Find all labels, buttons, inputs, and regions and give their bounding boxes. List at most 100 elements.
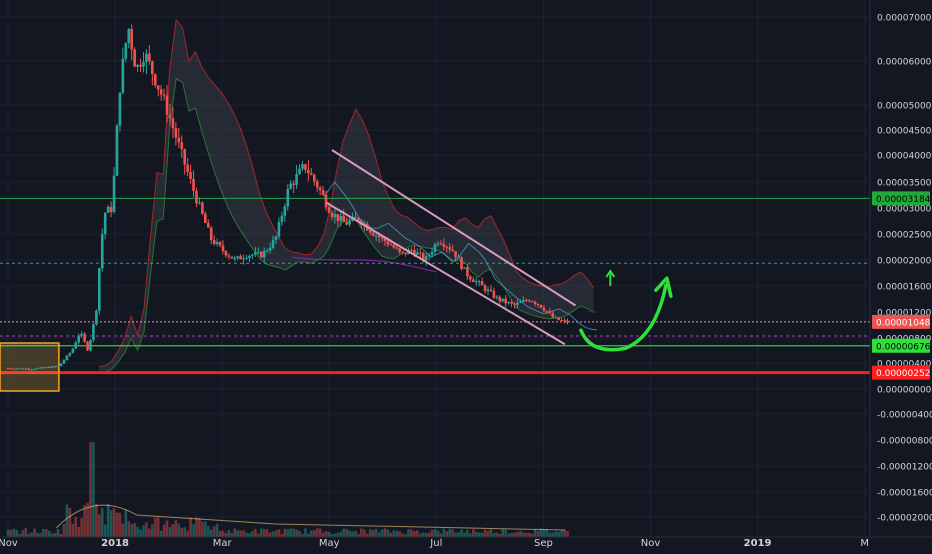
candle-body xyxy=(566,320,569,323)
volume-bar xyxy=(460,529,463,537)
volume-bar xyxy=(289,528,293,537)
y-tick-label: 0.00004000 xyxy=(877,152,932,162)
y-tick-label: 0.00001600 xyxy=(877,283,932,293)
candle-body xyxy=(168,114,172,119)
candle-body xyxy=(504,298,507,304)
candle-body xyxy=(239,256,242,260)
volume-bar xyxy=(53,533,57,537)
volume-bar xyxy=(224,533,228,537)
candle-body xyxy=(24,368,27,370)
curved-arrow xyxy=(579,283,668,352)
volume-bar xyxy=(151,524,154,537)
volume-bar xyxy=(133,523,136,537)
volume-bar xyxy=(227,530,231,537)
volume-bar xyxy=(212,526,216,537)
volume-bar xyxy=(389,532,393,537)
x-tick-label: May xyxy=(319,538,340,549)
candle-body xyxy=(109,206,113,212)
volume-bar xyxy=(83,505,86,537)
volume-bar xyxy=(557,532,560,537)
candle-body xyxy=(21,368,25,370)
candle-body xyxy=(416,252,419,255)
candle-body xyxy=(427,254,431,257)
price-channel xyxy=(326,149,577,346)
x-axis[interactable]: Nov 2018 Mar May Jul Sep Nov 2019 M xyxy=(0,536,932,549)
volume-bar xyxy=(80,518,83,537)
x-tick-label: Mar xyxy=(213,538,233,549)
candle-body xyxy=(92,324,95,341)
volume-bar xyxy=(368,529,372,537)
candle-body xyxy=(324,194,328,208)
candle-body xyxy=(304,164,307,170)
volume-bar xyxy=(398,531,401,537)
candle-body xyxy=(516,302,519,305)
volume-bar xyxy=(413,531,416,537)
volume-bar xyxy=(68,507,72,537)
candle-body xyxy=(186,164,189,173)
candle-body xyxy=(257,251,260,253)
volume-bar xyxy=(12,528,16,537)
volume-bar xyxy=(492,533,496,537)
volume-bar xyxy=(56,529,60,537)
candle-body xyxy=(98,268,101,311)
y-tick-label: 0.00007000 xyxy=(877,14,932,24)
candle-body xyxy=(401,251,404,253)
volume-bar xyxy=(513,532,516,537)
candle-body xyxy=(236,256,240,259)
volume-bar xyxy=(27,533,30,537)
volume-bar xyxy=(542,529,546,537)
y-tick-label: 0.00004500 xyxy=(877,127,932,137)
candle-body xyxy=(62,360,66,364)
volume-bar xyxy=(416,530,419,537)
cloud-span-a xyxy=(98,18,595,368)
volume-bar xyxy=(439,533,443,537)
candle-body xyxy=(206,222,210,228)
candle-body xyxy=(466,267,469,277)
candle-body xyxy=(254,252,257,255)
grid xyxy=(0,0,870,537)
candle-body xyxy=(524,300,528,302)
volume-bar xyxy=(495,532,499,537)
candle-body xyxy=(463,267,466,269)
annotations xyxy=(579,269,673,352)
volume-bar xyxy=(336,532,340,537)
candle-body xyxy=(460,257,463,269)
price-badge-major_support xyxy=(872,365,930,380)
candle-body xyxy=(548,311,552,314)
candle-body xyxy=(6,368,10,370)
candle-body xyxy=(268,247,272,251)
volume-bar xyxy=(145,522,148,537)
candle-body xyxy=(483,285,487,292)
candle-body xyxy=(377,235,381,238)
candle-body xyxy=(153,74,157,86)
volume-bar xyxy=(186,530,189,537)
volume-bar xyxy=(177,523,181,537)
y-tick-label: 0.00002500 xyxy=(877,231,932,241)
channel-line-upper xyxy=(331,149,577,307)
candle-body xyxy=(201,202,204,214)
volume-bar xyxy=(201,521,204,537)
volume-bar xyxy=(445,531,449,537)
candle-body xyxy=(12,368,16,370)
candle-body xyxy=(171,118,175,129)
y-tick-label: 0.00002000 xyxy=(877,257,932,267)
candle-body xyxy=(277,221,281,237)
volume-bar xyxy=(451,529,454,537)
candle-body xyxy=(492,290,496,298)
volume-bar xyxy=(77,526,81,537)
candle-body xyxy=(339,216,343,221)
candle-body xyxy=(230,256,234,259)
candle-body xyxy=(209,227,213,241)
volume-bar xyxy=(342,528,346,537)
volume-bar xyxy=(312,530,316,537)
volume-bar xyxy=(477,532,481,537)
candle-body xyxy=(357,217,360,221)
candle-body xyxy=(136,64,139,67)
volume-bar xyxy=(424,533,428,537)
candle-body xyxy=(545,310,549,312)
volume-bar xyxy=(242,530,245,537)
volume-bar xyxy=(159,530,163,537)
volume-bar xyxy=(330,533,334,537)
volume-bar xyxy=(18,533,22,537)
